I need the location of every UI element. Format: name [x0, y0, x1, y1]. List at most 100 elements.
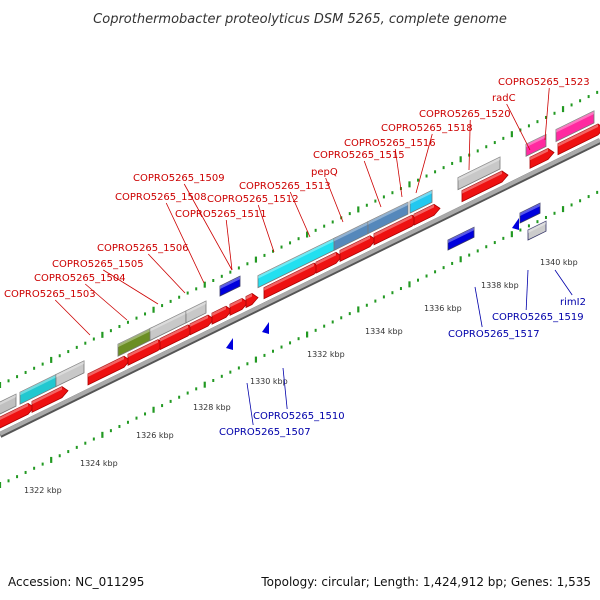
- cds-forward-3-shine: [128, 339, 158, 358]
- gene-band-steel-8-shine: [368, 202, 408, 225]
- forward-gene-label: COPRO5265_1523: [498, 77, 590, 88]
- rev-gene-blue-c: [519, 202, 541, 224]
- forward-gene-label: COPRO5265_1513: [239, 181, 331, 192]
- rev-gene-blue-a: [219, 275, 241, 297]
- forward-label-leader: [325, 177, 344, 223]
- rev-gene-gray: [527, 220, 547, 241]
- cds-forward-2-shine: [88, 356, 124, 377]
- kbp-tick-label: 1332 kbp: [307, 350, 345, 359]
- forward-label-leader: [506, 103, 531, 151]
- kbp-tick-label: 1336 kbp: [424, 304, 462, 313]
- reverse-gene-label: rimI2: [560, 297, 586, 308]
- rev-gene-blue-b-shine: [448, 227, 474, 243]
- cds-forward-6-shine: [212, 306, 226, 317]
- cds-forward-7-shine: [230, 298, 242, 308]
- cds-forward-13-shine: [414, 204, 434, 218]
- forward-label-leader: [363, 160, 382, 208]
- cds-forward-1-shine: [32, 386, 62, 405]
- cds-forward-4-shine: [160, 324, 188, 342]
- kbp-tick-label: 1330 kbp: [250, 377, 288, 386]
- gene-band-steel-7-shine: [334, 221, 368, 242]
- gene-band-steel-8: [367, 201, 409, 235]
- topology-text: Topology: circular; Length: 1,424,912 bp…: [260, 575, 591, 589]
- rev-gene-gray-shine: [528, 221, 546, 233]
- cds-forward-10-shine: [316, 252, 336, 266]
- gene-band-gray-10-shine: [458, 157, 500, 181]
- backbone: [0, 138, 600, 438]
- forward-label-leader: [54, 299, 91, 336]
- kbp-tick-label: 1326 kbp: [136, 431, 174, 440]
- reverse-gene-label: COPRO5265_1517: [448, 329, 540, 340]
- forward-gene-label: COPRO5265_1508: [115, 192, 207, 203]
- cds-forward-5-shine: [190, 315, 208, 327]
- gene-band-gray-0-shine: [0, 394, 16, 405]
- gene-labels: COPRO5265_1503 COPRO5265_1504 COPRO5265_15…: [4, 77, 590, 438]
- forward-gene-label: COPRO5265_1511: [175, 209, 267, 220]
- cds-forward-11-shine: [340, 235, 370, 254]
- cds-forward-14-shine: [462, 171, 502, 194]
- tick-marks: [0, 90, 599, 488]
- cds-forward-10: [315, 251, 343, 274]
- forward-label-leader: [84, 283, 128, 321]
- forward-label-leader: [147, 253, 186, 294]
- cds-forward-15-shine: [530, 148, 548, 161]
- rev-marker-1: [262, 322, 269, 334]
- forward-gene-label: COPRO5265_1516: [344, 138, 436, 149]
- backbone-line: [0, 138, 600, 436]
- kbp-tick-label: 1340 kbp: [540, 258, 578, 267]
- gene-band-gray-10: [457, 156, 501, 191]
- forward-gene-label: COPRO5265_1515: [313, 150, 405, 161]
- cds-forward-9-shine: [264, 263, 314, 291]
- reverse-label-leader: [282, 367, 288, 410]
- gene-band-gray-5-shine: [186, 301, 206, 314]
- rev-gene-blue-c-shine: [520, 203, 540, 216]
- forward-gene-label: COPRO5265_1518: [381, 123, 473, 134]
- gene-band-olive-3-shine: [118, 327, 152, 348]
- cds-forward-0-shine: [0, 403, 28, 420]
- gene-band-gray-5: [185, 300, 207, 324]
- forward-gene-label: COPRO5265_1509: [133, 173, 225, 184]
- gene-band-cyan-9-shine: [410, 190, 432, 205]
- cds-forward-5: [189, 314, 215, 336]
- gene-band-magenta-11-shine: [526, 134, 546, 148]
- gene-band-magenta-12: [555, 110, 595, 143]
- forward-label-leader: [183, 183, 233, 271]
- map-title: Coprothermobacter proteolyticus DSM 5265…: [93, 12, 507, 27]
- reverse-label-leader: [474, 286, 483, 328]
- cds-forward-16-shine: [558, 123, 598, 147]
- gene-band-gray-2: [55, 360, 85, 388]
- reverse-gene-label: COPRO5265_1510: [253, 411, 345, 422]
- cds-forward-12-shine: [374, 215, 412, 237]
- gene-band-cyan-6-shine: [258, 237, 336, 279]
- kbp-tick-label: 1322 kbp: [24, 486, 62, 495]
- cds-forward-15: [529, 148, 555, 169]
- reverse-gene-label: COPRO5265_1507: [219, 427, 311, 438]
- forward-label-leader: [394, 148, 403, 198]
- gene-band-magenta-12-shine: [556, 110, 594, 133]
- forward-label-leader: [225, 219, 233, 271]
- cds-forward-11: [339, 235, 377, 263]
- cds-forward-0: [0, 402, 35, 429]
- forward-label-leader: [544, 87, 550, 141]
- forward-label-leader: [103, 269, 159, 305]
- forward-label-leader: [415, 133, 433, 194]
- forward-gene-label: pepQ: [311, 167, 338, 178]
- cds-forward-7: [229, 297, 249, 316]
- kbp-tick-label: 1328 kbp: [193, 403, 231, 412]
- rev-gene-blue-b: [447, 226, 475, 251]
- forward-label-leader: [165, 202, 205, 284]
- reverse-label-leader: [246, 382, 254, 426]
- forward-gene-label: radC: [492, 93, 516, 104]
- cds-forward-13: [413, 203, 441, 226]
- cds-forward-8-shine: [246, 293, 252, 300]
- rev-marker-0: [226, 338, 233, 350]
- accession-text: Accession: NC_011295: [8, 575, 144, 589]
- forward-gene-label: COPRO5265_1505: [52, 259, 144, 270]
- features: [0, 110, 600, 429]
- forward-label-leader: [289, 191, 311, 238]
- rev-gene-blue-a-shine: [220, 276, 240, 289]
- forward-label-leader: [468, 119, 471, 171]
- forward-gene-label: COPRO5265_1512: [207, 194, 299, 205]
